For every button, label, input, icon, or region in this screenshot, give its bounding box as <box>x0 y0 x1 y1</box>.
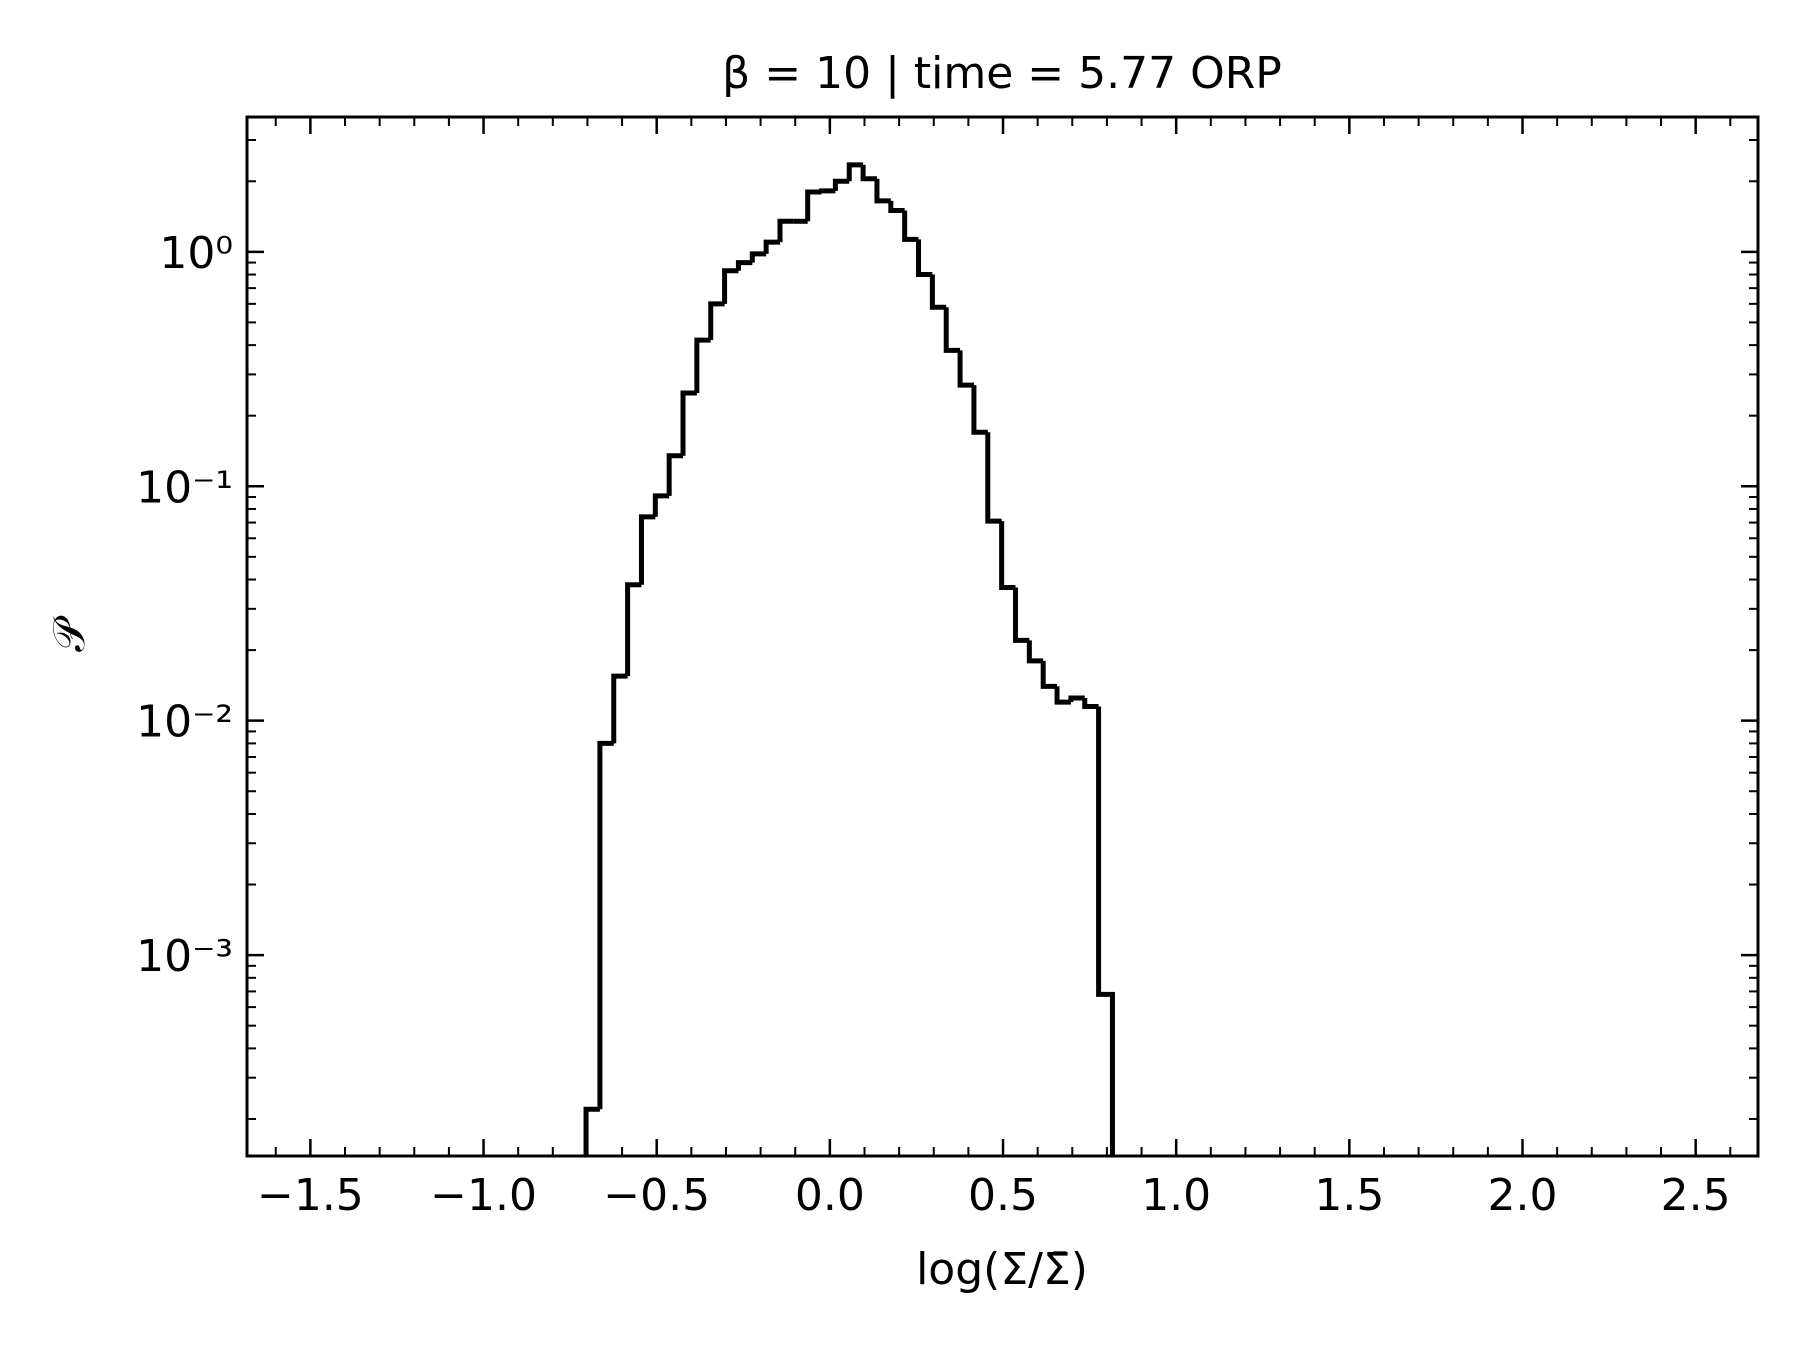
histogram-bin <box>957 350 974 388</box>
histogram-bin <box>819 188 836 194</box>
y-tick-label: 10⁰ <box>159 228 233 279</box>
histogram-bin <box>929 274 947 310</box>
histogram-bin <box>1096 706 1115 1156</box>
histogram-bin <box>722 268 739 304</box>
histogram-bin <box>1068 695 1085 703</box>
x-tick-label: −1.0 <box>430 1170 537 1221</box>
histogram-bin <box>832 178 850 191</box>
histogram-bin <box>666 453 684 496</box>
histogram-bin <box>943 307 961 353</box>
histogram-bin <box>999 521 1016 590</box>
histogram-bin <box>763 239 780 254</box>
y-tick-label: 10⁻² <box>136 697 233 748</box>
histogram-bin <box>860 164 877 182</box>
histogram-bin <box>638 514 656 585</box>
histogram-bin <box>680 390 697 456</box>
y-tick-label: 10⁻³ <box>136 931 233 982</box>
histogram-bin <box>625 582 642 677</box>
chart-title: β = 10 | time = 5.77 ORP <box>722 48 1282 99</box>
histogram-bin <box>846 162 864 182</box>
x-tick-label: 1.0 <box>1141 1170 1211 1221</box>
plot-frame <box>245 115 1760 1158</box>
y-tick-label: 10⁻¹ <box>136 462 233 513</box>
histogram-bin <box>611 673 628 744</box>
x-tick-label: −1.5 <box>257 1170 364 1221</box>
histogram-bin <box>1026 640 1044 664</box>
x-tick-label: 1.5 <box>1314 1170 1384 1221</box>
histogram-bin <box>583 1106 600 1156</box>
x-tick-label: 0.5 <box>968 1170 1038 1221</box>
histogram-bin <box>652 493 670 517</box>
histogram-bin <box>1012 587 1030 643</box>
histogram-bin <box>777 218 794 243</box>
histogram-bin <box>902 210 919 242</box>
x-axis-label: log(Σ/Σ̄) <box>916 1244 1088 1295</box>
histogram-bin <box>597 740 614 1110</box>
histogram-bin <box>1054 686 1071 705</box>
histogram-bin <box>1082 697 1099 709</box>
histogram-bin <box>874 178 891 204</box>
histogram-bin <box>1040 660 1058 689</box>
x-tick-label: 0.0 <box>795 1170 865 1221</box>
histogram-bin <box>735 260 753 271</box>
histogram-bin <box>916 239 933 278</box>
y-axis-label: 𝒫 <box>44 615 95 652</box>
histogram-bin <box>805 189 822 222</box>
histogram-bin <box>694 337 711 393</box>
x-tick-label: −0.5 <box>603 1170 710 1221</box>
histogram-bin <box>749 251 767 263</box>
histogram-bin <box>708 301 725 341</box>
histogram-bin <box>985 432 1002 524</box>
x-tick-label: 2.5 <box>1661 1170 1731 1221</box>
histogram-bin <box>971 385 988 435</box>
x-tick-label: 2.0 <box>1488 1170 1558 1221</box>
histogram-bin <box>888 200 905 214</box>
